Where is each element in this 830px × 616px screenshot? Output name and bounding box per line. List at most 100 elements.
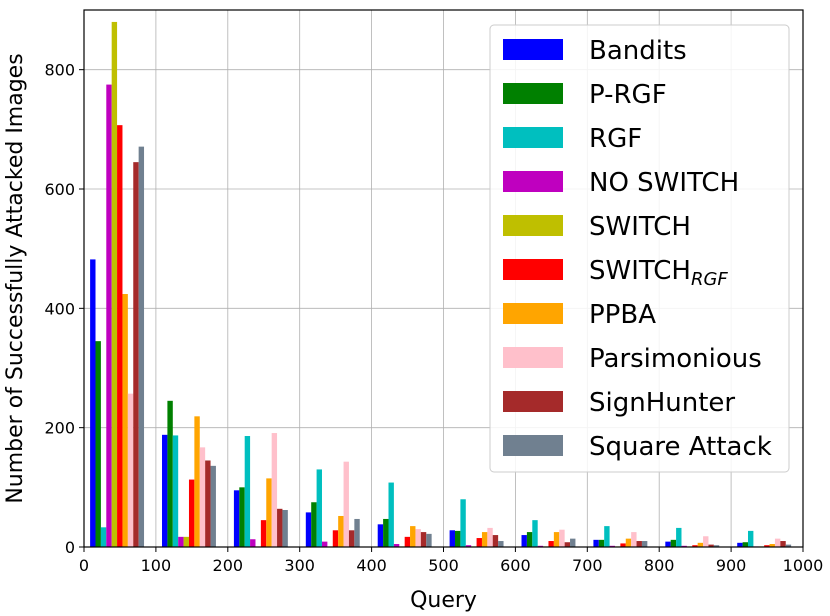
legend-swatch xyxy=(503,435,563,456)
bar-rgf xyxy=(100,527,107,547)
legend-label: RGF xyxy=(589,124,642,154)
bar-switch-rgf xyxy=(260,520,267,547)
bar-switch xyxy=(183,536,189,547)
bar-parsimonious xyxy=(271,433,278,547)
bar-square-attack xyxy=(426,533,432,547)
bar-ppba xyxy=(769,544,775,547)
bar-square-attack xyxy=(354,518,360,547)
bar-square-attack xyxy=(138,146,145,548)
bar-p-rgf xyxy=(598,539,605,547)
bar-p-rgf xyxy=(383,518,389,547)
y-tick-label: 400 xyxy=(44,299,75,318)
bar-bandits xyxy=(233,490,240,547)
bar-switch-rgf xyxy=(476,538,482,547)
bar-bandits xyxy=(90,259,96,547)
bar-switch-rgf xyxy=(117,125,123,547)
bar-square-attack xyxy=(785,544,792,547)
bar-bandits xyxy=(521,535,527,547)
legend-label: Parsimonious xyxy=(589,344,762,374)
bar-no-switch xyxy=(393,544,400,547)
bar-switch-rgf xyxy=(764,545,770,547)
bar-signhunter xyxy=(348,530,355,547)
bar-p-rgf xyxy=(670,539,677,547)
bar-square-attack xyxy=(641,541,648,547)
legend-swatch xyxy=(503,215,563,236)
x-tick-label: 400 xyxy=(356,556,387,575)
legend-label: NO SWITCH xyxy=(589,168,739,198)
bar-parsimonious xyxy=(487,527,493,547)
bar-bandits xyxy=(737,542,743,547)
y-tick-label: 600 xyxy=(44,180,75,199)
bar-ppba xyxy=(410,526,416,547)
x-tick-label: 0 xyxy=(79,556,89,575)
bar-ppba xyxy=(338,515,344,547)
x-tick-label: 700 xyxy=(572,556,603,575)
legend-label: P-RGF xyxy=(589,80,667,110)
bar-bandits xyxy=(162,434,168,547)
bar-rgf xyxy=(747,530,754,547)
y-tick-label: 200 xyxy=(44,419,75,438)
bar-p-rgf xyxy=(95,341,101,547)
bar-no-switch xyxy=(106,84,112,547)
bar-signhunter xyxy=(708,544,714,547)
bar-ppba xyxy=(553,532,560,547)
x-tick-label: 1000 xyxy=(783,556,824,575)
bar-switch-rgf xyxy=(548,541,554,547)
bar-rgf xyxy=(172,435,179,547)
x-axis-label: Query xyxy=(410,588,477,613)
bar-bandits xyxy=(377,524,384,547)
legend-label: Square Attack xyxy=(589,432,772,462)
bar-bandits xyxy=(665,541,671,547)
bar-parsimonious xyxy=(703,536,709,547)
bar-bandits xyxy=(305,512,312,547)
y-axis-label: Number of Successfully Attacked Images xyxy=(3,53,28,503)
bar-square-attack xyxy=(570,538,576,547)
legend-swatch xyxy=(503,83,563,104)
bar-square-attack xyxy=(498,541,504,547)
bar-parsimonious xyxy=(774,538,781,547)
bar-ppba xyxy=(122,294,128,547)
bar-rgf xyxy=(316,469,322,547)
bar-no-switch xyxy=(178,536,184,547)
legend-label: Bandits xyxy=(589,36,687,66)
bar-no-switch xyxy=(465,545,472,547)
bar-bandits xyxy=(449,530,456,547)
bar-parsimonious xyxy=(559,529,565,547)
bar-parsimonious xyxy=(415,529,421,547)
bar-signhunter xyxy=(636,541,642,547)
bar-rgf xyxy=(604,526,610,547)
bar-p-rgf xyxy=(167,400,173,547)
x-tick-label: 300 xyxy=(284,556,315,575)
x-tick-label: 600 xyxy=(500,556,531,575)
bar-switch-rgf xyxy=(620,543,626,547)
x-tick-label: 500 xyxy=(428,556,459,575)
bar-signhunter xyxy=(133,162,139,547)
x-tick-label: 800 xyxy=(644,556,675,575)
legend-label: SWITCH xyxy=(589,212,691,242)
bar-switch-rgf xyxy=(188,479,195,547)
y-tick-label: 800 xyxy=(44,61,75,80)
bar-p-rgf xyxy=(311,502,317,547)
bar-parsimonious xyxy=(631,532,637,547)
legend-swatch xyxy=(503,259,563,280)
legend-swatch xyxy=(503,39,563,60)
legend-swatch xyxy=(503,303,563,324)
bar-p-rgf xyxy=(455,530,461,547)
legend-swatch xyxy=(503,127,563,148)
bar-switch-rgf xyxy=(692,545,698,547)
bar-no-switch xyxy=(250,539,256,547)
bar-p-rgf xyxy=(742,542,748,547)
bar-p-rgf xyxy=(239,487,245,547)
bar-parsimonious xyxy=(343,461,349,547)
bar-ppba xyxy=(481,532,488,547)
bar-signhunter xyxy=(492,535,499,547)
bars xyxy=(90,21,792,548)
legend-swatch xyxy=(503,171,563,192)
bar-ppba xyxy=(625,538,632,547)
bar-rgf xyxy=(532,520,538,547)
bar-ppba xyxy=(697,542,704,547)
legend-label: PPBA xyxy=(589,300,656,330)
bar-square-attack xyxy=(210,465,216,547)
